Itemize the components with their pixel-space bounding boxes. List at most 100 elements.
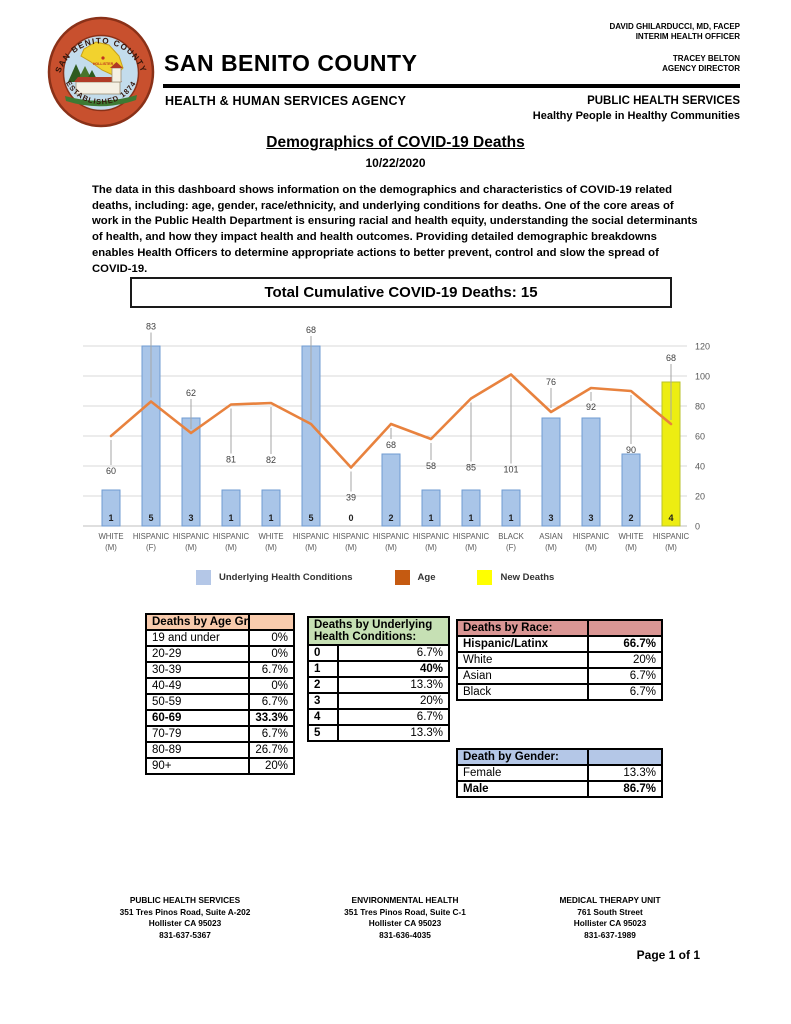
officials-block: DAVID GHILARDUCCI, MD, FACEP INTERIM HEA…: [460, 22, 740, 86]
health-officer-title: INTERIM HEALTH OFFICER: [635, 32, 740, 41]
row-label: White: [456, 651, 589, 669]
page-title: Demographics of COVID-19 Deaths: [266, 134, 525, 151]
category-label-gender: (M): [345, 543, 357, 552]
conditions-bar: [541, 417, 561, 527]
gender-table-title-spacer: [587, 748, 663, 766]
footer-line: Hollister CA 95023: [573, 918, 647, 928]
category-label-gender: (M): [625, 543, 637, 552]
legend-item: Underlying Health Conditions: [196, 570, 353, 585]
footer-line: 831-637-1989: [584, 929, 636, 940]
row-value: 20%: [248, 757, 295, 775]
category-label-race: WHITE: [618, 532, 643, 541]
axis-tick-label: 80: [695, 402, 705, 412]
category-label-gender: (F): [146, 543, 156, 552]
category-label-gender: (M): [305, 543, 317, 552]
axis-tick-label: 40: [695, 462, 705, 472]
row-value: 0%: [248, 677, 295, 695]
category-label-gender: (M): [665, 543, 677, 552]
bar-value-label: 1: [468, 513, 473, 523]
table-row: Male 86.7%: [456, 780, 663, 798]
table-row: Female 13.3%: [456, 764, 663, 782]
footer-line: 351 Tres Pinos Road, Suite A-202: [119, 906, 251, 917]
agency-director-name: TRACEY BELTON: [672, 54, 740, 63]
row-value: 6.7%: [248, 725, 295, 743]
category-label-gender: (M): [545, 543, 557, 552]
footer-line: Hollister CA 95023: [148, 918, 222, 928]
table-row: 1 40%: [307, 660, 451, 678]
row-label: Male: [456, 780, 589, 798]
total-deaths-banner: Total Cumulative COVID-19 Deaths: 15: [130, 277, 672, 308]
county-seal-logo: HOLLISTER SAN BENITO COUNTY ESTABLISHED …: [47, 16, 155, 128]
department-tagline: Healthy People in Healthy Communities: [532, 110, 740, 122]
conditions-bar: [261, 489, 281, 527]
bar-value-label: 1: [228, 513, 233, 523]
row-label: 3: [307, 692, 339, 710]
table-row: 70-79 6.7%: [145, 725, 295, 743]
footer-medical-therapy: MEDICAL THERAPY UNIT 761 South Street Ho…: [525, 895, 695, 941]
category-label-gender: (M): [585, 543, 597, 552]
category-label-gender: (M): [265, 543, 277, 552]
table-header-row: Deaths by Race:: [456, 619, 663, 637]
category-label-race: HISPANIC: [293, 532, 330, 541]
category-label-race: BLACK: [498, 532, 524, 541]
deaths-demographics-chart: 0 20 40 60 80 100 120 1 5 3 1 1 5 0 2 1 1 1 3 3 2 4 60 83 62 81 82…: [83, 315, 715, 565]
conditions-bar: [421, 489, 441, 527]
category-label-race: HISPANIC: [173, 532, 210, 541]
table-row: 50-59 6.7%: [145, 693, 295, 711]
footer-line: 761 South Street: [577, 906, 643, 917]
table-row: 80-89 26.7%: [145, 741, 295, 759]
row-label: 40-49: [145, 677, 250, 695]
county-name: SAN BENITO COUNTY: [164, 50, 418, 76]
bar-value-label: 2: [628, 513, 633, 523]
legend-item: Age: [394, 570, 436, 585]
row-label: 90+: [145, 757, 250, 775]
table-row: 30-39 6.7%: [145, 661, 295, 679]
bar-value-label: 3: [548, 513, 553, 523]
row-label: 2: [307, 676, 339, 694]
agency-name: HEALTH & HUMAN SERVICES AGENCY: [165, 94, 407, 108]
age-value-label: 68: [666, 353, 676, 363]
conditions-bar: [501, 489, 521, 527]
table-row: 4 6.7%: [307, 708, 451, 726]
row-value: 20%: [587, 651, 663, 669]
table-row: Hispanic/Latinx 66.7%: [456, 635, 663, 653]
row-value: 6.7%: [587, 683, 663, 701]
table-header-row: Death by Gender:: [456, 748, 663, 766]
row-label: 1: [307, 660, 339, 678]
footer-title: PUBLIC HEALTH SERVICES: [129, 895, 241, 905]
category-label-gender: (F): [506, 543, 516, 552]
table-row: 90+ 20%: [145, 757, 295, 775]
legend-label: Age: [417, 572, 436, 583]
footer-line: 831-637-5367: [159, 929, 211, 940]
table-row: 3 20%: [307, 692, 451, 710]
row-value: 0%: [248, 629, 295, 647]
gender-table-title: Death by Gender:: [456, 748, 589, 766]
conditions-bar: [221, 489, 241, 527]
row-label: 5: [307, 724, 339, 742]
age-value-label: 83: [146, 322, 156, 332]
legend-item: New Deaths: [477, 570, 554, 585]
row-label: 60-69: [145, 709, 250, 727]
row-value: 6.7%: [587, 667, 663, 685]
department-name: PUBLIC HEALTH SERVICES: [587, 95, 740, 107]
age-value-label: 81: [226, 455, 236, 465]
axis-tick-label: 60: [695, 432, 705, 442]
row-value: 13.3%: [336, 724, 451, 742]
row-value: 66.7%: [587, 635, 663, 653]
footer-title: MEDICAL THERAPY UNIT: [559, 895, 661, 905]
footer-line: Hollister CA 95023: [368, 918, 442, 928]
bar-value-label: 1: [428, 513, 433, 523]
row-value: 6.7%: [336, 708, 451, 726]
row-value: 6.7%: [248, 661, 295, 679]
age-value-label: 68: [386, 440, 396, 450]
seal-city-label: HOLLISTER: [93, 62, 114, 66]
age-value-label: 101: [503, 465, 518, 475]
age-value-label: 76: [546, 377, 556, 387]
table-row: 0 6.7%: [307, 644, 451, 662]
age-value-label: 82: [266, 455, 276, 465]
row-value: 13.3%: [336, 676, 451, 694]
deaths-by-race-table: Deaths by Race: Hispanic/Latinx 66.7% Whi…: [456, 619, 663, 701]
legend-label: Underlying Health Conditions: [219, 572, 353, 583]
row-label: 0: [307, 644, 339, 662]
deaths-by-conditions-table: Deaths by Underlying Health Conditions: …: [306, 616, 451, 742]
